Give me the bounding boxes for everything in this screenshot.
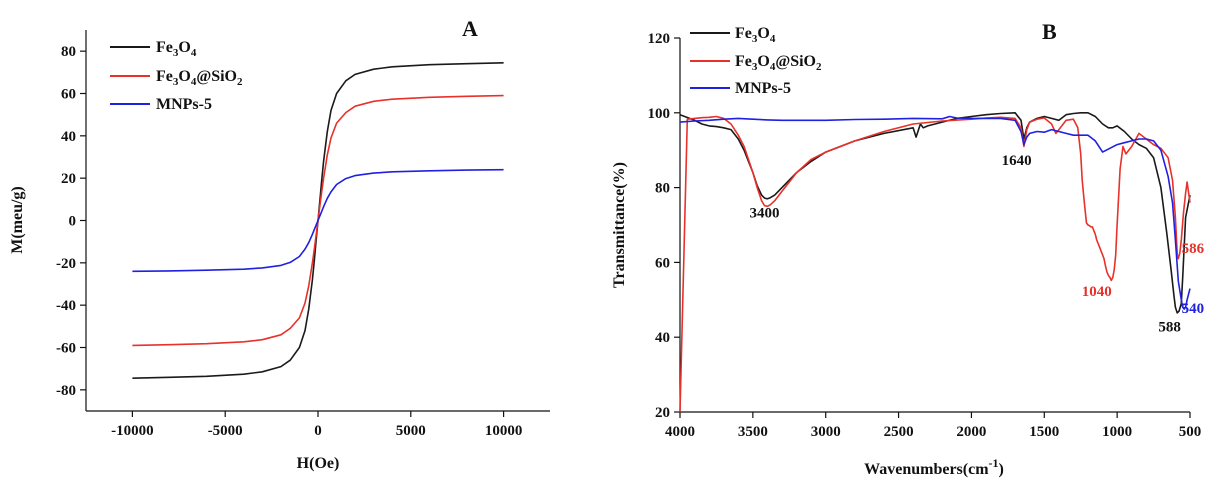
a-x-tick-label: -10000 — [111, 423, 154, 439]
b-x-tick-label: 1000 — [1102, 424, 1132, 440]
panel-b-label: B — [1042, 19, 1057, 44]
a-x-tick-label: -5000 — [208, 423, 243, 439]
panel-b-legend-item: MNPs-5 — [690, 80, 791, 97]
panel-a-gridlines: -10000 -5000 0 5000 10000 -80 -60 -40 -20 0 20 40 60… — [56, 44, 522, 439]
panel-a-legend-label-mnps5: MNPs-5 — [156, 96, 212, 113]
panel-a-legend: Fe3O4 Fe3O4@SiO2 MNPs-5 — [110, 39, 243, 113]
a-y-tick-label: -40 — [56, 298, 76, 314]
b-x-tick-label: 3500 — [738, 424, 768, 440]
peak-annotation-3400: 3400 — [750, 206, 780, 222]
b-y-tick-label: 120 — [648, 31, 671, 47]
b-series-line-mnps-5 — [679, 115, 1191, 310]
a-y-tick-label: 0 — [69, 214, 77, 230]
panel-b-series-lines — [679, 112, 1191, 413]
b-y-tick-label: 40 — [655, 330, 670, 346]
a-y-tick-label: 60 — [61, 87, 76, 103]
panel-b-y-axis-title: Transmittance(%) — [611, 162, 628, 288]
b-y-tick-label: 20 — [655, 405, 670, 421]
panel-b-legend-item: Fe3O4 — [690, 25, 776, 45]
panel-b-legend-item: Fe3O4@SiO2 — [690, 53, 822, 73]
panel-b-ticks: 4000 3500 3000 2500 2000 1500 1000 500 20 40 60 80 1… — [648, 31, 1202, 440]
panel-b: 4000 3500 3000 2500 2000 1500 1000 500 20 40 60 80 1… — [611, 19, 1205, 478]
b-y-tick-label: 60 — [655, 255, 670, 271]
a-y-tick-label: 80 — [61, 44, 76, 60]
panel-a-legend-item: Fe3O4 — [110, 39, 197, 59]
b-x-tick-label: 4000 — [665, 424, 695, 440]
panel-a-series-lines — [132, 62, 504, 379]
peak-annotation-1640: 1640 — [1002, 153, 1032, 169]
b-series-line-fe3o4-sio2 — [679, 115, 1191, 413]
panel-a-plot-area — [85, 30, 550, 412]
a-y-tick-label: 20 — [61, 171, 76, 187]
panel-a-label: A — [462, 16, 478, 41]
panel-a-legend-item: Fe3O4@SiO2 — [110, 68, 243, 88]
a-x-tick-label: 0 — [314, 423, 322, 439]
a-y-tick-label: 40 — [61, 129, 76, 145]
b-x-tick-label: 500 — [1179, 424, 1202, 440]
a-y-tick-label: -60 — [56, 341, 76, 357]
peak-annotation-540: 540 — [1182, 301, 1205, 317]
panel-b-x-axis-title: Wavenumbers(cm-1) — [864, 456, 1004, 478]
peak-annotation-1040: 1040 — [1082, 284, 1112, 300]
panel-b-legend-label-fe3o4: Fe3O4 — [735, 25, 776, 45]
b-y-tick-label: 100 — [648, 106, 671, 122]
a-x-tick-label: 5000 — [396, 423, 426, 439]
b-x-tick-label: 1500 — [1029, 424, 1059, 440]
a-y-tick-label: -80 — [56, 383, 76, 399]
panel-a-legend-item: MNPs-5 — [110, 96, 212, 113]
panel-b-legend: Fe3O4 Fe3O4@SiO2 MNPs-5 — [690, 25, 822, 97]
a-x-tick-label: 10000 — [485, 423, 523, 439]
b-x-tick-label: 2500 — [884, 424, 914, 440]
b-y-tick-label: 80 — [655, 181, 670, 197]
b-x-tick-label: 3000 — [811, 424, 841, 440]
peak-annotation-588: 588 — [1158, 320, 1181, 336]
a-series-line-mnps-5 — [132, 168, 504, 273]
b-x-tick-label: 2000 — [956, 424, 986, 440]
panel-b-plot-area — [679, 38, 1190, 413]
panel-a-legend-label-fe3o4-sio2: Fe3O4@SiO2 — [156, 68, 243, 88]
panel-b-legend-label-mnps5: MNPs-5 — [735, 80, 791, 97]
panel-a-legend-label-fe3o4: Fe3O4 — [156, 39, 197, 59]
panel-b-legend-label-fe3o4-sio2: Fe3O4@SiO2 — [735, 53, 822, 73]
panel-a-y-axis-title: M(meu/g) — [9, 186, 26, 254]
a-y-tick-label: -20 — [56, 256, 76, 272]
panel-b-annotations: 3400 1640 1040 588 586 540 — [750, 153, 1205, 335]
panel-a: -10000 -5000 0 5000 10000 -80 -60 -40 -20 0 20 40 60… — [9, 16, 550, 472]
panel-a-x-axis-title: H(Oe) — [297, 455, 340, 472]
peak-annotation-586: 586 — [1182, 241, 1205, 257]
